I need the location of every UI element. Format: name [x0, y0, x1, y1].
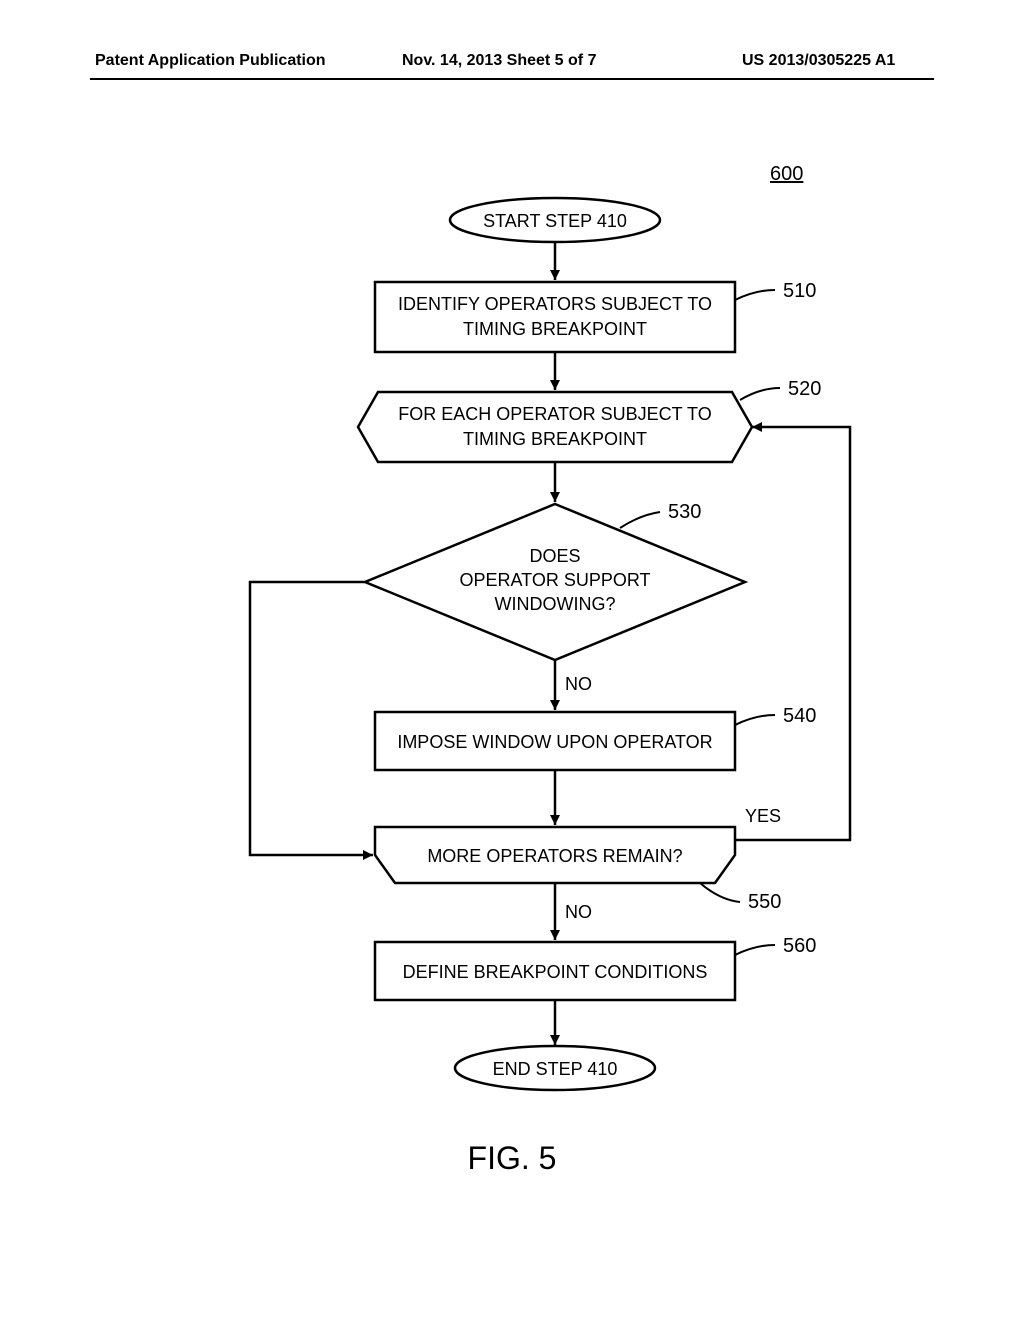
ref-530: 530 — [668, 501, 701, 523]
leader-550 — [700, 883, 740, 902]
edge-550-no-label: NO — [565, 902, 592, 922]
ref-520: 520 — [788, 378, 821, 400]
fig-ref: 600 — [770, 163, 803, 185]
edge-550-yes — [735, 427, 850, 840]
leader-510 — [735, 290, 775, 300]
ref-550: 550 — [748, 891, 781, 913]
node-560-label: DEFINE BREAKPOINT CONDITIONS — [403, 962, 708, 982]
node-510 — [375, 282, 735, 352]
start-label: START STEP 410 — [483, 211, 627, 231]
node-510-line2: TIMING BREAKPOINT — [463, 319, 647, 339]
node-520-line1: FOR EACH OPERATOR SUBJECT TO — [398, 404, 711, 424]
leader-560 — [735, 945, 775, 955]
node-510-line1: IDENTIFY OPERATORS SUBJECT TO — [398, 294, 712, 314]
header-rule — [90, 78, 934, 80]
figure-label: FIG. 5 — [0, 1140, 1024, 1177]
node-520-line2: TIMING BREAKPOINT — [463, 429, 647, 449]
node-530-line1: DOES — [529, 546, 580, 566]
leader-530 — [620, 512, 660, 528]
ref-510: 510 — [783, 280, 816, 302]
node-540-label: IMPOSE WINDOW UPON OPERATOR — [397, 732, 712, 752]
edge-530-yes — [250, 582, 373, 855]
node-530-line2: OPERATOR SUPPORT — [459, 570, 650, 590]
header-left: Patent Application Publication — [95, 52, 326, 70]
node-520 — [358, 392, 752, 462]
header-center: Nov. 14, 2013 Sheet 5 of 7 — [402, 52, 596, 70]
node-550-label: MORE OPERATORS REMAIN? — [427, 846, 682, 866]
leader-520 — [740, 388, 780, 400]
ref-560: 560 — [783, 935, 816, 957]
flowchart: 600 START STEP 410 IDENTIFY OPERATORS SU… — [0, 150, 1024, 1150]
edge-530-no-label: NO — [565, 674, 592, 694]
end-label: END STEP 410 — [493, 1059, 618, 1079]
node-530-line3: WINDOWING? — [495, 594, 616, 614]
ref-540: 540 — [783, 705, 816, 727]
edge-550-yes-label: YES — [745, 806, 781, 826]
leader-540 — [735, 715, 775, 725]
header-right: US 2013/0305225 A1 — [742, 52, 895, 70]
